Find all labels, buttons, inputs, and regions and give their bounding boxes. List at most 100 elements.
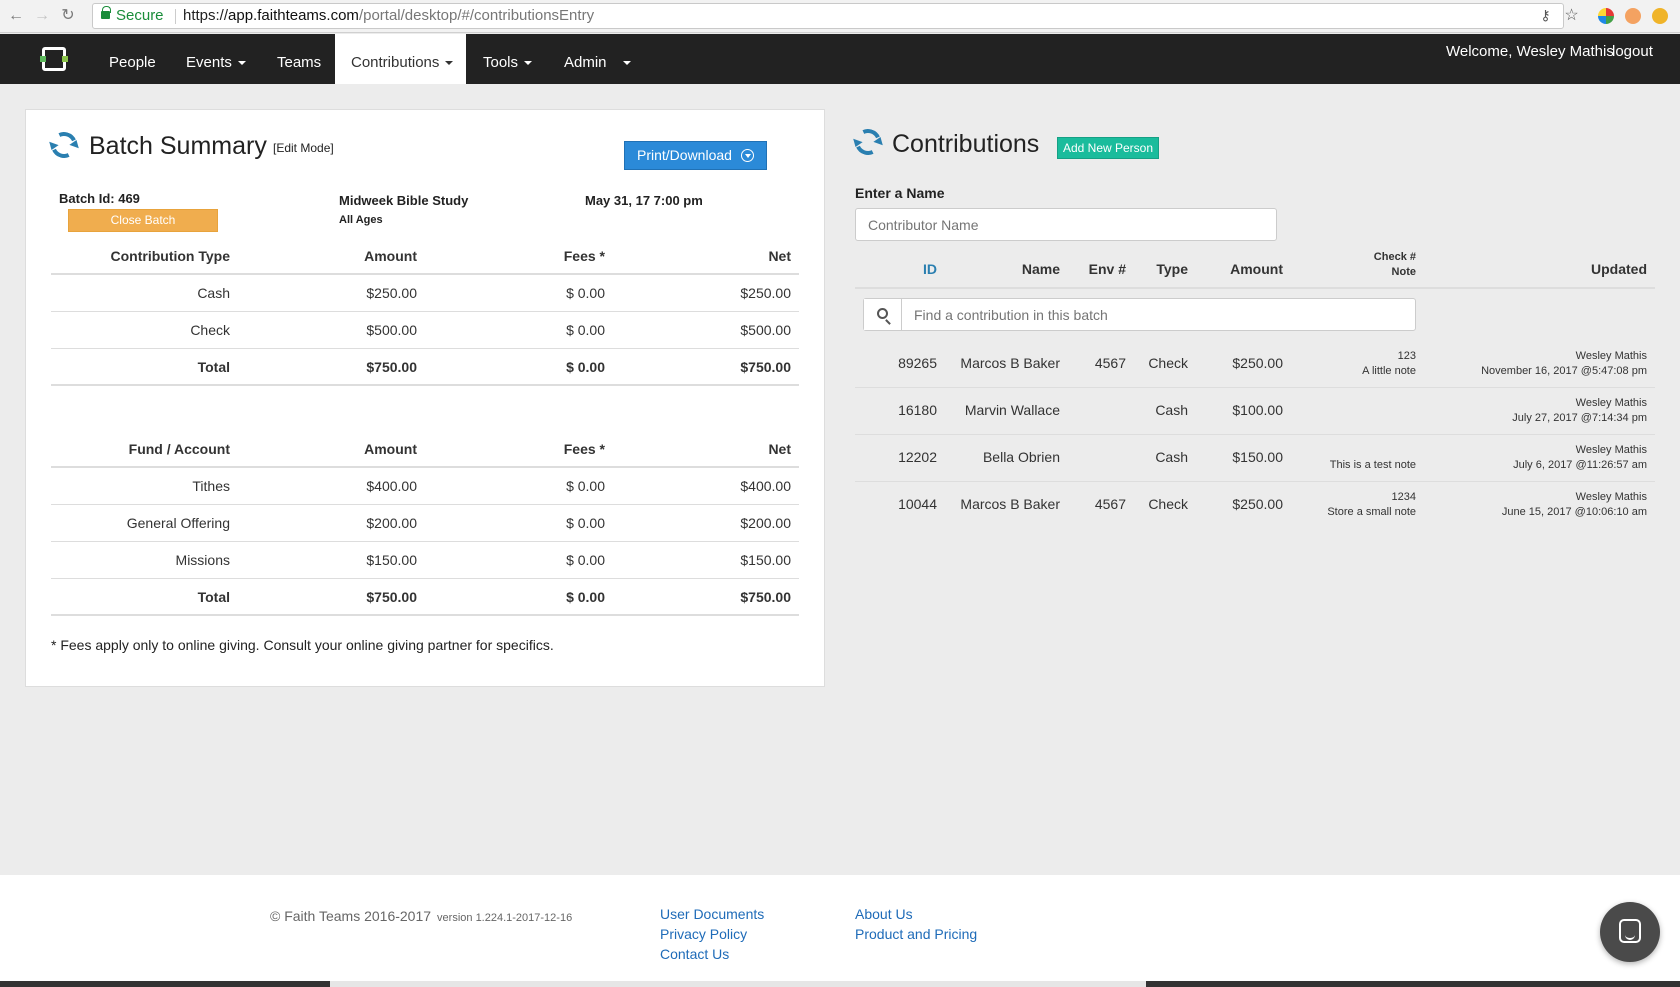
cell-net: $400.00: [740, 478, 791, 494]
cell-type: Check: [190, 322, 230, 338]
cell-total-amount: $750.00: [366, 589, 417, 605]
nav-tools[interactable]: Tools: [483, 34, 533, 84]
back-arrow-icon[interactable]: ←: [8, 7, 24, 24]
table-header: Fund / Account Amount Fees * Net: [51, 431, 799, 468]
header-amount: Amount: [1230, 261, 1283, 277]
chat-launcher-button[interactable]: [1600, 902, 1660, 962]
nav-teams[interactable]: Teams: [277, 54, 322, 71]
table-row: Missions $150.00 $ 0.00 $150.00: [51, 542, 799, 579]
extension-orange-icon[interactable]: [1625, 8, 1641, 24]
cell-updated-by: Wesley Mathis: [1575, 397, 1647, 409]
refresh-icon[interactable]: [851, 125, 885, 159]
search-addon: [864, 299, 902, 330]
secure-label: Secure: [116, 7, 164, 24]
user-documents-link[interactable]: User Documents: [660, 906, 765, 922]
find-contribution-input[interactable]: [902, 299, 1414, 330]
nav-events[interactable]: Events: [186, 34, 246, 84]
welcome-text: Welcome, Wesley Mathis: [1446, 43, 1614, 60]
contribution-type-table: Contribution Type Amount Fees * Net Cash…: [51, 238, 799, 386]
batch-id: Batch Id: 469: [59, 191, 140, 206]
reload-icon[interactable]: ↻: [61, 7, 75, 24]
close-batch-button[interactable]: Close Batch: [68, 209, 218, 232]
url-path: /portal/desktop/#/contributionsEntry: [358, 7, 595, 24]
header-net: Net: [768, 441, 791, 457]
header-id[interactable]: ID: [923, 261, 937, 277]
header-check: Check #: [1373, 251, 1416, 263]
cell-fees: $ 0.00: [566, 478, 605, 494]
cell-id: 89265: [898, 355, 937, 371]
product-pricing-link[interactable]: Product and Pricing: [855, 926, 978, 942]
cell-total-fees: $ 0.00: [566, 359, 605, 375]
cell-amount: $200.00: [366, 515, 417, 531]
header-fees: Fees *: [563, 248, 605, 264]
cell-id: 10044: [898, 496, 937, 512]
faith-teams-logo-icon[interactable]: [40, 47, 68, 71]
cell-amount: $100.00: [1232, 402, 1283, 418]
cell-total-net: $750.00: [740, 589, 791, 605]
cell-type: Check: [1148, 496, 1188, 512]
contributions-table-header: ID Name Env # Type Amount Check # Note U…: [855, 247, 1655, 289]
cell-updated-at: November 16, 2017 @5:47:08 pm: [1481, 365, 1647, 377]
contributions-title: Contributions: [892, 130, 1040, 158]
cell-fees: $ 0.00: [566, 515, 605, 531]
table-row[interactable]: 16180 Marvin Wallace Cash $100.00 Wesley…: [855, 388, 1655, 435]
search-icon: [877, 308, 888, 319]
cell-net: $200.00: [740, 515, 791, 531]
cell-name: Marvin Wallace: [964, 402, 1060, 418]
key-icon[interactable]: ⚷: [1540, 7, 1551, 23]
forward-arrow-icon[interactable]: →: [34, 7, 50, 24]
logout-link[interactable]: logout: [1612, 43, 1653, 60]
table-row[interactable]: 12202 Bella Obrien Cash $150.00 This is …: [855, 435, 1655, 482]
cell-type: Cash: [1155, 402, 1188, 418]
cell-net: $150.00: [740, 552, 791, 568]
table-total-row: Total $750.00 $ 0.00 $750.00: [51, 579, 799, 616]
cell-name: Marcos B Baker: [960, 496, 1060, 512]
chevron-down-icon: [622, 61, 631, 66]
nav-events-label: Events: [186, 54, 232, 71]
app-navbar: People Events Teams Contributions Tools …: [0, 34, 1680, 84]
cell-amount: $250.00: [1232, 355, 1283, 371]
nav-admin[interactable]: Admin: [564, 34, 631, 84]
header-note: Note: [1391, 266, 1416, 278]
page-footer: © Faith Teams 2016-2017 version 1.224.1-2…: [0, 875, 1680, 987]
print-download-label: Print/Download: [637, 147, 732, 163]
cell-total-label: Total: [197, 589, 230, 605]
window-bottom-edge: [0, 981, 1680, 987]
about-us-link[interactable]: About Us: [855, 906, 913, 922]
cell-updated-by: Wesley Mathis: [1575, 491, 1647, 503]
privacy-policy-link[interactable]: Privacy Policy: [660, 926, 748, 942]
contact-us-link[interactable]: Contact Us: [660, 946, 730, 962]
nav-contributions[interactable]: Contributions: [335, 34, 466, 84]
url-host: app.faithteams.com: [228, 7, 359, 24]
cell-name: Bella Obrien: [982, 449, 1060, 465]
cell-env: 4567: [1094, 355, 1126, 371]
table-row[interactable]: 89265 Marcos B Baker 4567 Check $250.00 …: [855, 341, 1655, 388]
cell-updated-by: Wesley Mathis: [1575, 350, 1647, 362]
cell-net: $250.00: [740, 285, 791, 301]
url-text: https://app.faithteams.com/portal/deskto…: [183, 4, 594, 28]
table-row: General Offering $200.00 $ 0.00 $200.00: [51, 505, 799, 542]
cell-note: A little note: [1362, 365, 1416, 377]
extension-color-icon[interactable]: [1598, 8, 1614, 24]
cell-id: 12202: [898, 449, 937, 465]
contributor-name-input[interactable]: [855, 208, 1277, 241]
add-new-person-button[interactable]: Add New Person: [1057, 137, 1159, 159]
copyright-text: © Faith Teams 2016-2017 version 1.224.1-2…: [270, 908, 572, 924]
cell-amount: $500.00: [366, 322, 417, 338]
cell-name: Marcos B Baker: [960, 355, 1060, 371]
refresh-icon[interactable]: [47, 128, 81, 162]
extension-yellow-icon[interactable]: [1652, 8, 1668, 24]
star-icon[interactable]: ☆: [1564, 7, 1579, 24]
nav-contributions-label: Contributions: [351, 54, 440, 71]
event-name: Midweek Bible Study: [339, 193, 469, 208]
cell-amount: $400.00: [366, 478, 417, 494]
table-row: Cash $250.00 $ 0.00 $250.00: [51, 275, 799, 312]
print-download-button[interactable]: Print/Download: [624, 141, 767, 170]
nav-people[interactable]: People: [109, 54, 156, 71]
header-contribution-type: Contribution Type: [110, 248, 231, 264]
table-row: Check $500.00 $ 0.00 $500.00: [51, 312, 799, 349]
cell-total-amount: $750.00: [366, 359, 417, 375]
table-row[interactable]: 10044 Marcos B Baker 4567 Check $250.00 …: [855, 482, 1655, 529]
event-date: May 31, 17 7:00 pm: [585, 193, 703, 208]
address-bar[interactable]: Secure https://app.faithteams.com/portal…: [92, 3, 1564, 29]
